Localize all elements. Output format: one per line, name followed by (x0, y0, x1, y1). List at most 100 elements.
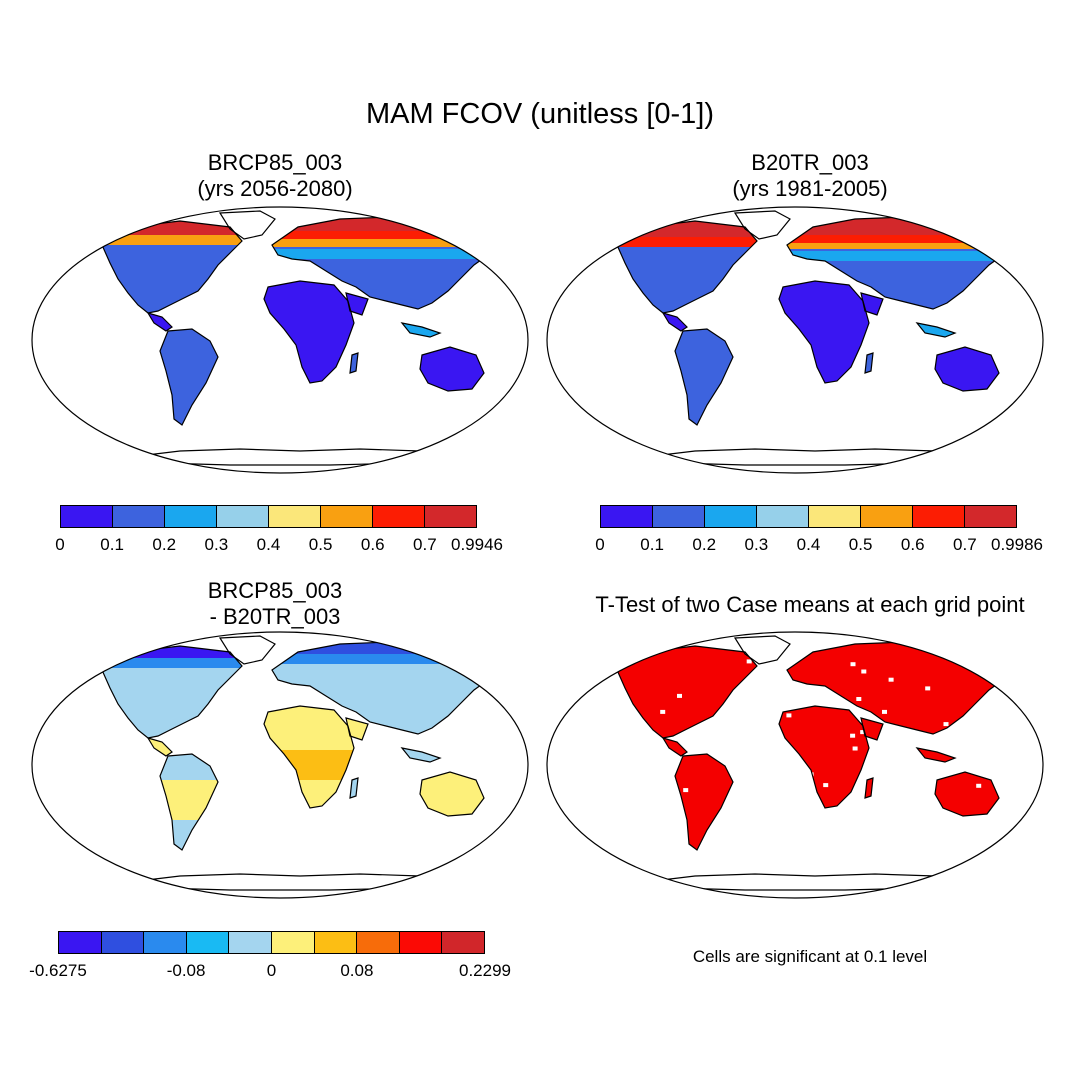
map-svg (546, 631, 1044, 899)
land-greenland (735, 636, 790, 664)
colorbar-segment (913, 506, 965, 527)
colorbar-tick-label: 0.6 (900, 535, 925, 554)
map-svg (31, 206, 529, 474)
colorbar-segment (186, 932, 230, 953)
colorbar-tick-label: 0.9986 (991, 535, 1043, 554)
land-antarctica (130, 449, 450, 465)
land-northAmerica (617, 646, 757, 738)
value-band (272, 654, 498, 664)
value-band (102, 235, 242, 245)
colorbar-tick-label: 0.4 (256, 535, 281, 554)
panel-title-line2: - B20TR_003 (209, 604, 341, 629)
colorbar-tick-label: 0.2 (692, 535, 717, 554)
panel-title-line1: B20TR_003 (751, 150, 869, 175)
value-band (272, 217, 498, 231)
land-antarctica (645, 874, 965, 890)
colorbar-segment (314, 932, 358, 953)
land-africa (264, 281, 354, 383)
value-band (272, 231, 498, 239)
land-greenland (220, 211, 275, 239)
colorbar-segment (165, 506, 217, 527)
panel-title-bottom-right: T-Test of two Case means at each grid po… (595, 592, 1025, 617)
value-band (787, 251, 1013, 261)
colorbar-segment (757, 506, 809, 527)
colorbar-tick-label: 0.2 (152, 535, 177, 554)
land-southAmerica (160, 329, 218, 425)
figure-title: MAM FCOV (unitless [0-1]) (365, 98, 715, 130)
panel-title-line1: BRCP85_003 (207, 578, 343, 603)
colorbar-tick-label: 0.6 (360, 535, 385, 554)
colorbar-tick-label: 0.1 (640, 535, 664, 554)
land-africa (779, 706, 869, 808)
colorbar-tick-label: 0.2299 (459, 961, 511, 980)
colorbar-segment (653, 506, 705, 527)
land-greenland (220, 636, 275, 664)
land-centralAmerica (663, 738, 687, 756)
colorbar-segment (101, 932, 145, 953)
colorbar-top-left (60, 505, 477, 528)
map-top-left (30, 205, 530, 475)
non-significant-cells (976, 783, 982, 788)
map-bottom-right (545, 630, 1045, 900)
value-band (617, 221, 757, 237)
land-greenland (735, 211, 790, 239)
value-band (787, 235, 1013, 243)
colorbar-tick-label: 0.3 (744, 535, 769, 554)
land-centralAmerica (148, 738, 172, 756)
value-band (787, 243, 1013, 249)
map-border (31, 631, 529, 899)
land-southAmerica (675, 754, 733, 850)
land-centralAmerica (148, 313, 172, 331)
land-antarctica (130, 874, 450, 890)
map-svg (31, 631, 529, 899)
map-border (546, 206, 1044, 474)
colorbar-segment (399, 932, 443, 953)
colorbar-tick-label: 0.3 (204, 535, 229, 554)
land-africa (779, 281, 869, 383)
panel-title-line2: (yrs 1981-2005) (732, 176, 888, 201)
colorbar-segment (442, 932, 484, 953)
colorbar-tick-label: 0.7 (953, 535, 977, 554)
land-southAmerica (675, 329, 733, 425)
colorbar-segment (601, 506, 653, 527)
map-border (31, 206, 529, 474)
land-centralAmerica (663, 313, 687, 331)
colorbar-labels-bottom-left: -0.6275 -0.08 0 0.08 0.2299 (29, 961, 511, 985)
colorbar-segment (861, 506, 913, 527)
colorbar-segment (269, 506, 321, 527)
value-band (272, 249, 498, 259)
colorbar-segment (705, 506, 757, 527)
value-band (102, 221, 242, 235)
land-australia (420, 347, 484, 391)
colorbar-tick-label: 0 (595, 535, 605, 554)
colorbar-tick-label: 0 (55, 535, 65, 554)
colorbar-segment (217, 506, 269, 527)
colorbar-segment (373, 506, 425, 527)
panel-title-top-left: BRCP85_003 (yrs 2056-2080) (140, 150, 410, 202)
land-eurasia (787, 642, 1013, 734)
colorbar-tick-label: 0.5 (848, 535, 873, 554)
colorbar-tick-label: 0.9946 (451, 535, 503, 554)
colorbar-segment (321, 506, 373, 527)
value-band (102, 658, 242, 668)
panel-title-bottom-left: BRCP85_003 - B20TR_003 (140, 578, 410, 630)
map-bottom-left (30, 630, 530, 900)
land-arabia (346, 293, 368, 315)
colorbar-segment (965, 506, 1016, 527)
map-svg (546, 206, 1044, 474)
colorbar-tick-label: -0.6275 (29, 961, 87, 980)
colorbar-segment (425, 506, 476, 527)
colorbar-segment (271, 932, 315, 953)
land-antarctica (645, 449, 965, 465)
land-eurasia (272, 642, 498, 734)
colorbar-segment (229, 932, 272, 953)
land-arabia (861, 293, 883, 315)
value-band (617, 237, 757, 247)
value-band (787, 217, 1013, 235)
land-indonesia (917, 323, 955, 337)
land-indonesia (402, 323, 440, 337)
colorbar-top-right (600, 505, 1017, 528)
colorbar-labels-top-right: 0 0.1 0.2 0.3 0.4 0.5 0.6 0.7 0.9986 (595, 535, 1043, 559)
value-band (102, 646, 242, 658)
land-indonesia (402, 748, 440, 762)
